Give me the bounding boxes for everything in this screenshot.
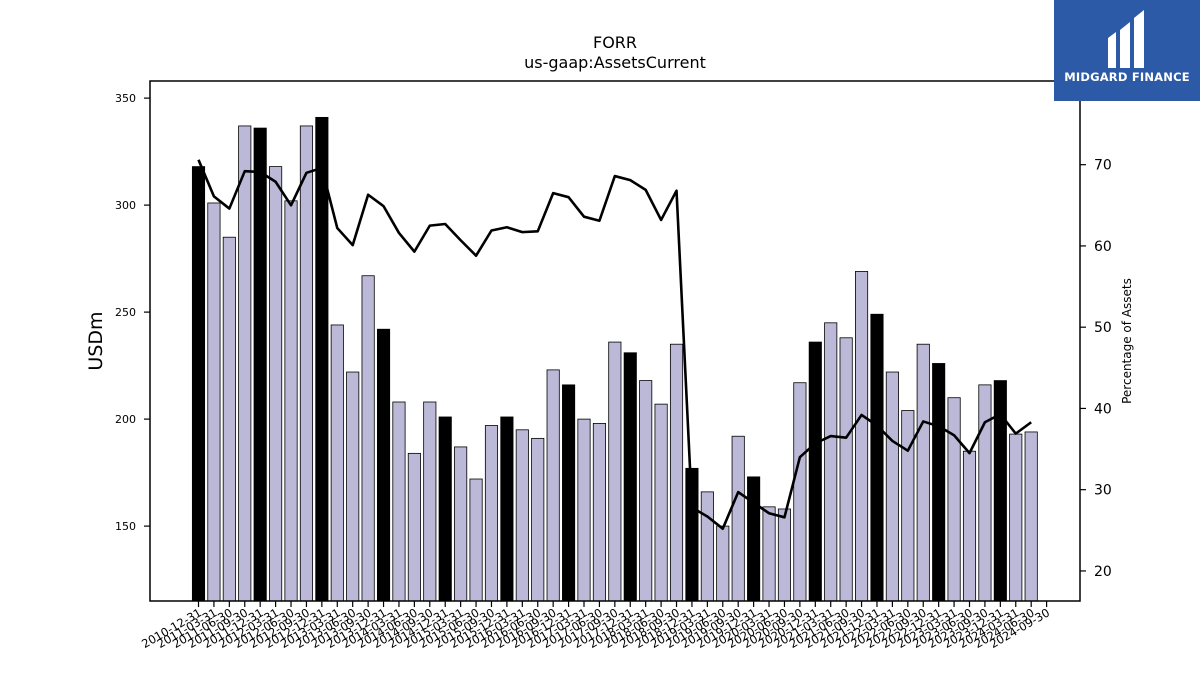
bar bbox=[932, 363, 946, 602]
bar bbox=[269, 166, 283, 602]
bar bbox=[361, 275, 375, 602]
bar bbox=[623, 352, 637, 602]
y-tick-label: 300 bbox=[115, 199, 136, 212]
bar bbox=[438, 416, 452, 602]
bar bbox=[901, 410, 915, 602]
bar bbox=[1024, 431, 1038, 602]
chart-title: FORR bbox=[593, 33, 637, 52]
bar bbox=[716, 525, 730, 602]
bar bbox=[978, 384, 992, 602]
logo-text: MIDGARD FINANCE bbox=[1064, 70, 1190, 84]
percentage-line bbox=[197, 159, 1032, 530]
bar bbox=[222, 236, 236, 602]
y2-tick-label: 50 bbox=[1094, 320, 1112, 336]
y2-tick-label: 30 bbox=[1094, 483, 1112, 499]
bar bbox=[562, 384, 576, 602]
bar bbox=[885, 371, 899, 602]
bar bbox=[531, 437, 545, 602]
bar bbox=[747, 476, 761, 602]
bar bbox=[407, 452, 421, 602]
bar bbox=[762, 506, 776, 602]
bar bbox=[962, 450, 977, 602]
axes-layer: 1502002503003502030405060702010-12-31201… bbox=[115, 80, 1112, 651]
logo-mark-icon bbox=[1108, 10, 1144, 68]
bar bbox=[484, 425, 499, 602]
bar bbox=[207, 202, 221, 602]
bar bbox=[330, 324, 344, 602]
y-tick-label: 200 bbox=[115, 413, 136, 426]
bar bbox=[299, 125, 313, 602]
y2-tick-label: 40 bbox=[1094, 401, 1112, 417]
y2-tick-label: 70 bbox=[1094, 158, 1112, 174]
bar bbox=[654, 403, 668, 602]
bar bbox=[669, 343, 684, 602]
bar bbox=[1009, 433, 1023, 602]
y2-tick-label: 60 bbox=[1094, 239, 1112, 255]
bar bbox=[577, 418, 591, 602]
bar bbox=[700, 491, 714, 602]
bar bbox=[376, 328, 391, 602]
bar bbox=[191, 166, 206, 602]
bar bbox=[916, 343, 930, 602]
bar bbox=[777, 508, 792, 602]
bar bbox=[469, 478, 483, 602]
y2-tick-label: 20 bbox=[1094, 564, 1112, 580]
bars-layer bbox=[191, 116, 1038, 602]
bar bbox=[947, 397, 961, 602]
bar bbox=[546, 369, 560, 602]
bar bbox=[824, 322, 838, 602]
line-layer bbox=[197, 159, 1032, 530]
y-tick-label: 350 bbox=[115, 92, 136, 105]
bar bbox=[608, 341, 622, 602]
bar bbox=[808, 341, 822, 602]
y-axis-label: USDm bbox=[85, 311, 107, 370]
chart-subtitle: us-gaap:AssetsCurrent bbox=[524, 53, 706, 72]
y2-axis-label: Percentage of Assets bbox=[1120, 278, 1134, 404]
bar bbox=[870, 313, 884, 602]
bar bbox=[639, 380, 653, 602]
bar bbox=[284, 200, 298, 602]
y-tick-label: 250 bbox=[115, 306, 136, 319]
bar bbox=[423, 401, 437, 602]
bar bbox=[515, 429, 529, 602]
bar bbox=[346, 371, 360, 602]
bar bbox=[731, 435, 745, 602]
bar bbox=[238, 125, 252, 602]
brand-logo: MIDGARD FINANCE bbox=[1054, 0, 1200, 101]
y-tick-label: 150 bbox=[115, 520, 136, 533]
bar bbox=[253, 127, 267, 602]
bar bbox=[500, 416, 514, 602]
bar bbox=[839, 337, 853, 602]
bar bbox=[592, 422, 606, 602]
bar bbox=[454, 446, 468, 602]
bar bbox=[793, 382, 807, 602]
bar bbox=[392, 401, 406, 602]
bar bbox=[855, 271, 869, 602]
